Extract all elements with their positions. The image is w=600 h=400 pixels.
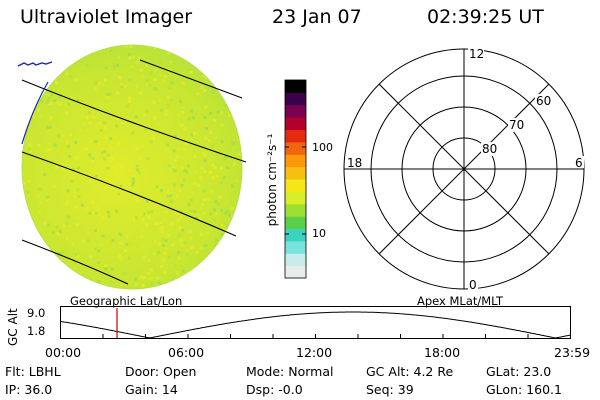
earth-disc-outline <box>21 44 243 290</box>
time-tick-1800: 18:00 <box>424 345 461 360</box>
colorbar-segment <box>285 154 306 168</box>
colorbar-segment <box>285 129 306 143</box>
colorbar-segment <box>285 166 306 180</box>
mlt-label-18: 18 <box>347 156 362 170</box>
altitude-axis-label: GC Alt <box>6 308 20 346</box>
uv-intensity-disc <box>22 45 242 289</box>
colorbar-label: photon cm⁻²s⁻¹ <box>265 133 279 226</box>
filter-info: Flt: LBHL <box>5 364 61 379</box>
time-tick-0600: 06:00 <box>168 345 205 360</box>
image-time: 02:39:25 UT <box>427 6 544 28</box>
polar-grid-panel: 12 0 18 6 60 70 80 <box>343 46 585 292</box>
colorbar-segment <box>285 240 306 254</box>
seq-info: Seq: 39 <box>366 382 414 397</box>
colorbar: photon cm⁻²s⁻¹ <box>265 79 307 279</box>
mlat-label-70: 70 <box>509 118 524 132</box>
colorbar-segment <box>285 216 306 230</box>
mlt-label-6: 6 <box>575 156 583 170</box>
time-tick-1200: 12:00 <box>296 345 333 360</box>
geographic-section-label: Geographic Lat/Lon <box>70 294 183 308</box>
colorbar-segment <box>285 265 306 279</box>
colorbar-segment <box>285 80 306 93</box>
mode-info: Mode: Normal <box>246 364 334 379</box>
glat-info: GLat: 23.0 <box>486 364 552 379</box>
geographic-image-panel <box>17 44 247 290</box>
colorbar-segment <box>285 253 306 267</box>
door-info: Door: Open <box>125 364 197 379</box>
mlat-label-60: 60 <box>536 94 551 108</box>
altitude-tick-1.8: 1.8 <box>27 324 46 338</box>
apex-section-label: Apex MLat/MLT <box>417 294 504 308</box>
colorbar-segment <box>285 117 306 131</box>
gain-info: Gain: 14 <box>125 382 178 397</box>
colorbar-scale <box>285 80 306 279</box>
mlat-label-80: 80 <box>482 142 497 156</box>
coastline-fragment <box>17 61 53 67</box>
image-date: 23 Jan 07 <box>272 6 362 28</box>
colorbar-segment <box>285 179 306 192</box>
colorbar-segment <box>285 191 306 205</box>
coastline-outline <box>21 81 49 145</box>
ip-info: IP: 36.0 <box>5 382 53 397</box>
altitude-plot <box>60 306 571 339</box>
imager-title: Ultraviolet Imager <box>20 6 193 28</box>
altitude-curve <box>60 311 571 339</box>
colorbar-segment <box>285 228 306 242</box>
dsp-info: Dsp: -0.0 <box>246 382 303 397</box>
altitude-plot-frame <box>60 306 571 339</box>
glon-info: GLon: 160.1 <box>486 382 562 397</box>
colorbar-tick-label-100: 100 <box>312 141 333 154</box>
mlt-label-12: 12 <box>469 47 484 61</box>
colorbar-segment <box>285 92 306 106</box>
gc-alt-info: GC Alt: 4.2 Re <box>366 364 454 379</box>
colorbar-tick-label-10: 10 <box>312 227 326 240</box>
colorbar-segment <box>285 203 306 217</box>
colorbar-segment <box>285 141 306 155</box>
mlt-label-0: 0 <box>469 278 477 292</box>
polar-diagonal-2 <box>378 83 550 255</box>
geographic-grid-lines <box>21 59 247 285</box>
time-tick-0000: 00:00 <box>45 345 82 360</box>
altitude-tick-9: 9.0 <box>27 306 46 320</box>
colorbar-segment <box>285 104 306 118</box>
time-tick-2359: 23:59 <box>554 345 591 360</box>
